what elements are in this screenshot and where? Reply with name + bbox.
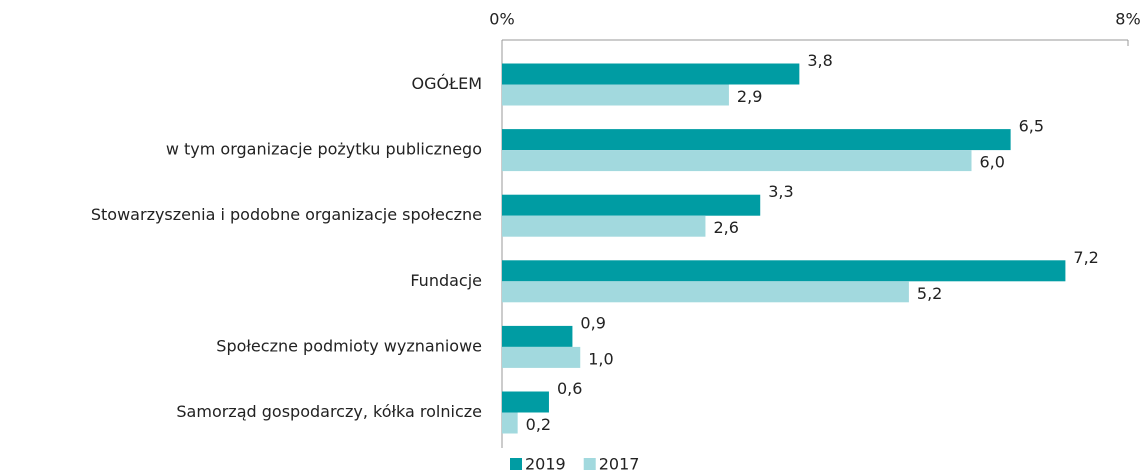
bar [502,150,972,172]
value-label: 0,9 [580,313,605,332]
y-tick-label: Stowarzyszenia i podobne organizacje spo… [91,205,482,224]
value-label: 2,9 [737,87,762,106]
value-label: 0,2 [526,415,551,434]
bar [502,325,573,347]
value-label: 6,5 [1019,117,1044,136]
value-label: 0,6 [557,379,582,398]
value-label: 6,0 [980,153,1005,172]
y-tick-label: Społeczne podmioty wyznaniowe [216,336,482,355]
bar [502,215,706,237]
y-tick-label: Samorząd gospodarczy, kółka rolnicze [176,402,482,421]
bar [502,260,1066,282]
value-label: 3,3 [768,182,793,201]
value-label: 7,2 [1073,248,1098,267]
bar [502,391,549,413]
value-label: 1,0 [588,349,613,368]
x-tick-label: 8% [1115,10,1140,29]
value-label: 5,2 [917,284,942,303]
bar [502,194,761,216]
legend-swatch [510,458,522,470]
bar [502,63,800,85]
bar [502,129,1011,151]
value-label: 2,6 [713,218,738,237]
bar [502,84,729,106]
y-tick-label: OGÓŁEM [412,74,483,93]
y-tick-label: w tym organizacje pożytku publicznego [166,140,482,159]
x-tick-label: 0% [489,10,514,29]
legend-swatch [583,458,596,470]
legend-label: 2019 [525,455,566,473]
bar [502,346,581,368]
value-label: 3,8 [807,51,832,70]
bar [502,412,518,434]
bar [502,281,909,303]
y-tick-label: Fundacje [410,271,482,290]
legend-label: 2017 [599,455,640,473]
